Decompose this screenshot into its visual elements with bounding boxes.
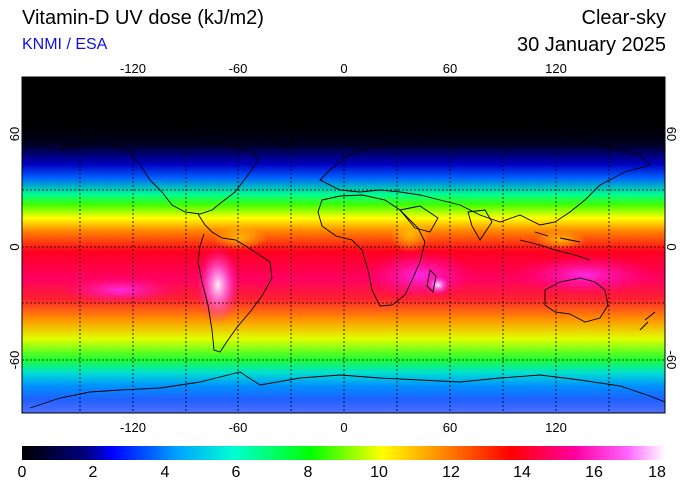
lon-tick-bottom: -60 (228, 420, 248, 435)
lon-tick-top: 0 (340, 61, 348, 76)
south-america-coast (197, 213, 273, 353)
source-credit: KNMI / ESA (22, 36, 108, 53)
page-title: Vitamin-D UV dose (kJ/m2) (22, 7, 264, 29)
colorbar-label: 12 (442, 464, 460, 481)
colorbar-label: 14 (513, 464, 531, 481)
australia-coast (544, 277, 609, 323)
colorbar-label: 4 (160, 464, 170, 481)
lon-tick-top: -120 (119, 61, 147, 76)
colorbar-label: 6 (231, 464, 241, 481)
sky-condition: Clear-sky (581, 7, 666, 29)
lon-tick-bottom: 0 (340, 420, 348, 435)
colorbar-label: 10 (370, 464, 388, 481)
graticule (22, 77, 665, 413)
uv-field (22, 77, 665, 413)
lon-tick-top: 60 (442, 61, 458, 76)
arabia-coast (399, 205, 439, 233)
colorbar-label: 16 (585, 464, 603, 481)
lon-tick-top: 120 (545, 61, 567, 76)
colorbar-label: 2 (88, 464, 98, 481)
lon-tick-bottom: -120 (119, 420, 147, 435)
africa-coast (317, 194, 426, 307)
new-zealand-coast (639, 311, 656, 331)
map-date: 30 January 2025 (516, 34, 666, 56)
lon-tick-top: -60 (228, 61, 248, 76)
lon-tick-bottom: 120 (545, 420, 567, 435)
map-frame (21, 76, 666, 414)
colorbar-label: 8 (303, 464, 313, 481)
greenland-coast (261, 109, 306, 149)
lon-tick-bottom: 60 (442, 420, 458, 435)
india-coast (467, 209, 493, 241)
colorbar (22, 446, 665, 460)
colorbar-label: 0 (17, 464, 27, 481)
antarctica-coast (29, 371, 665, 409)
eurasia-coast (319, 124, 651, 226)
north-america-coast (59, 127, 259, 215)
madagascar-coast (426, 269, 437, 293)
colorbar-label: 18 (648, 464, 666, 481)
coastlines (29, 109, 665, 409)
southeast-asia-coast (519, 231, 591, 261)
